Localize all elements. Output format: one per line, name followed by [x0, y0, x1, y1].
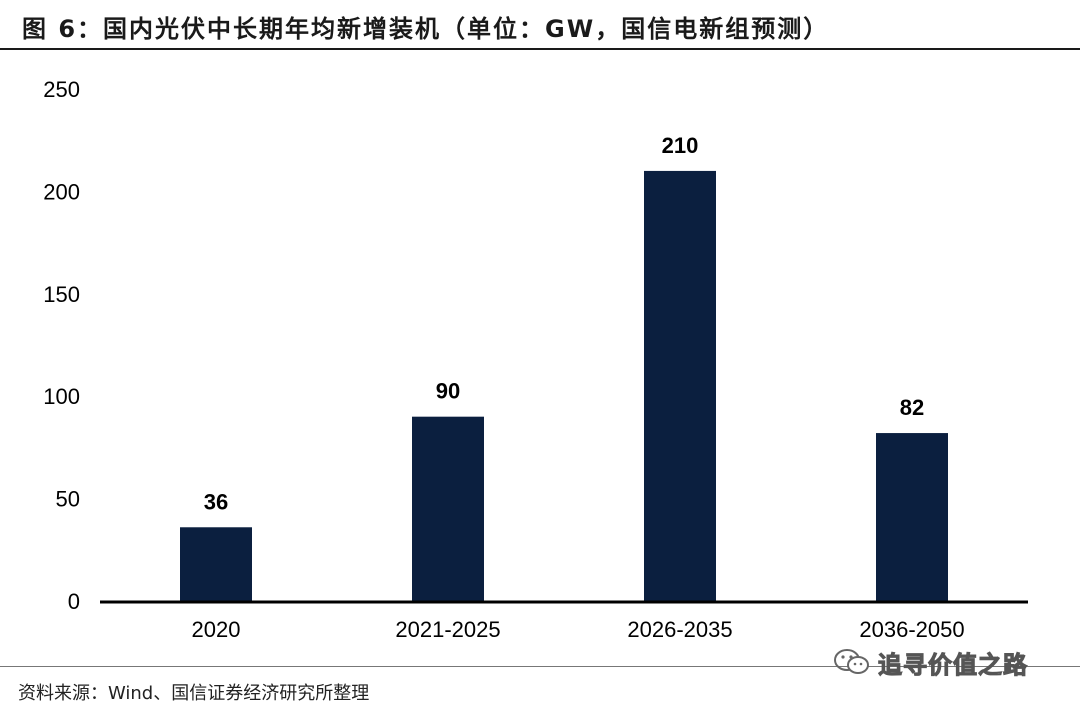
bar: [180, 527, 252, 601]
y-tick-label: 250: [43, 77, 80, 102]
watermark: 追寻价值之路: [832, 646, 1028, 679]
y-tick-label: 100: [43, 384, 80, 409]
data-label: 90: [436, 379, 460, 404]
wechat-icon: [834, 649, 869, 674]
watermark-text: 追寻价值之路: [878, 650, 1028, 679]
x-tick-label: 2020: [192, 617, 241, 642]
x-tick-label: 2026-2035: [627, 617, 732, 642]
bar: [644, 170, 716, 602]
bar: [412, 416, 484, 601]
bar-chart: 0 50 100 150 200 250 36 2020 90 2021-2025 210 2026-…: [43, 77, 1028, 642]
figure-title: 图 6：国内光伏中长期年均新增装机（单位：GW，国信电新组预测）: [22, 15, 830, 43]
data-label: 36: [204, 489, 228, 514]
data-label: 210: [662, 133, 699, 158]
bar: [876, 433, 948, 601]
y-tick-label: 50: [56, 487, 80, 512]
x-tick-label: 2036-2050: [859, 617, 964, 642]
source-note: 资料来源：Wind、国信证券经济研究所整理: [18, 683, 370, 704]
data-label: 82: [900, 395, 924, 420]
y-tick-label: 150: [43, 282, 80, 307]
footer-divider: [0, 666, 1080, 667]
y-tick-label: 0: [68, 589, 80, 614]
x-tick-label: 2021-2025: [395, 617, 500, 642]
figure-title-bar: 图 6：国内光伏中长期年均新增装机（单位：GW，国信电新组预测）: [0, 0, 1080, 50]
y-tick-label: 200: [43, 179, 80, 204]
